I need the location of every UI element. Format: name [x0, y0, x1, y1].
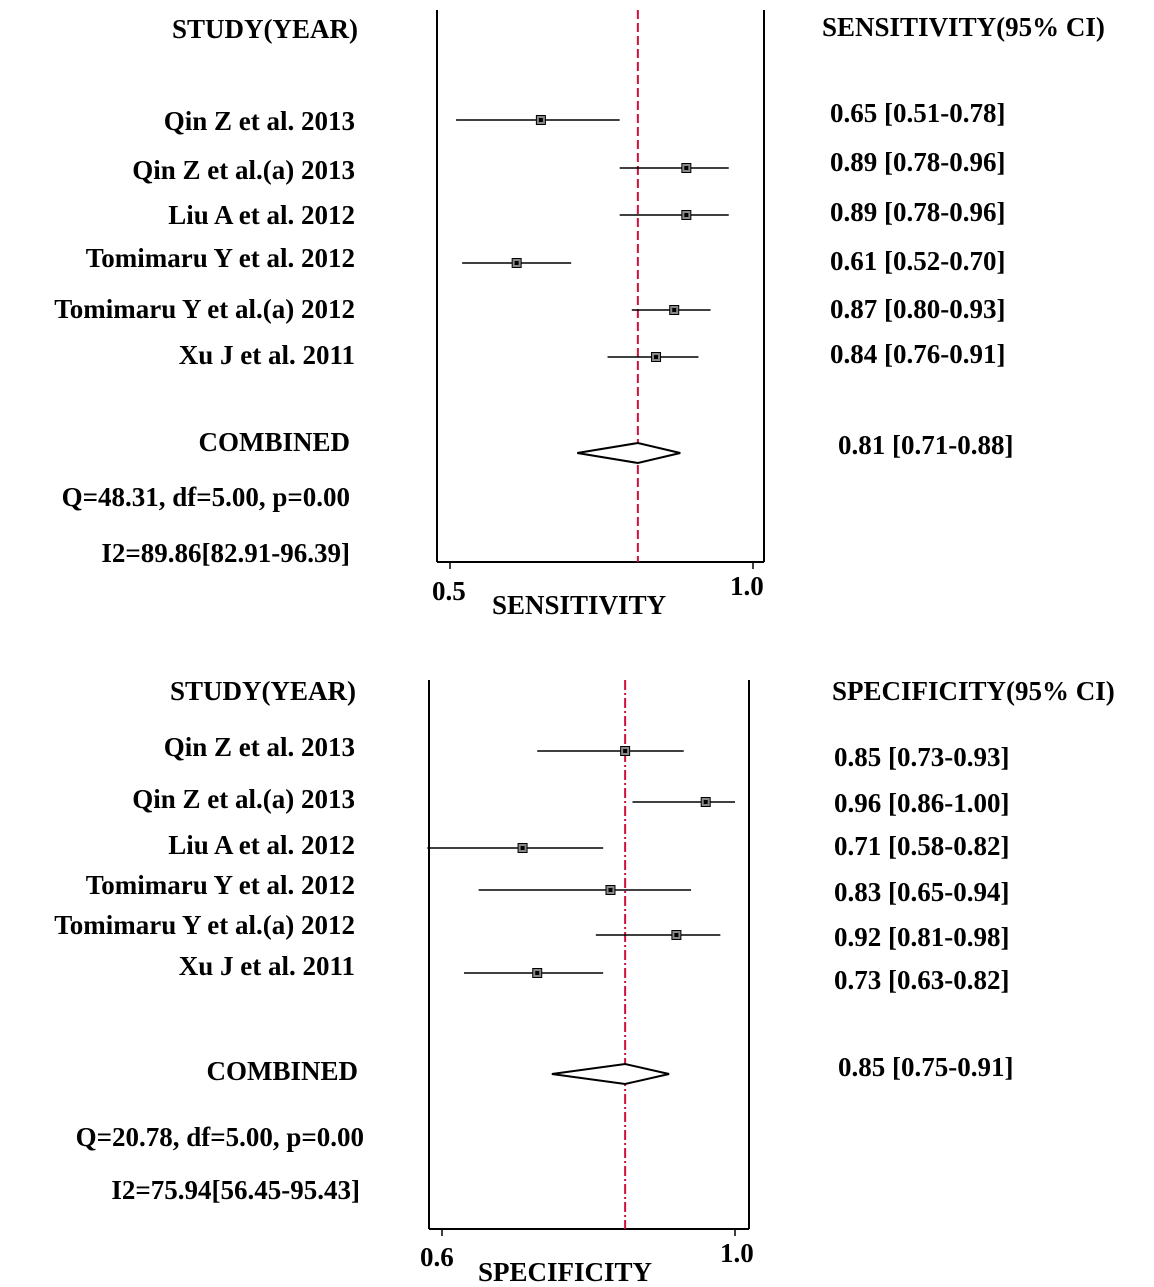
study-label: Tomimaru Y et al. 2012	[85, 870, 355, 900]
ci-value: 0.84 [0.76-0.91]	[830, 339, 1006, 369]
ci-value: 0.87 [0.80-0.93]	[830, 294, 1006, 324]
heterogeneity-i2: I2=75.94[56.45-95.43]	[111, 1175, 360, 1205]
point-estimate-center	[703, 800, 708, 804]
heterogeneity-q: Q=20.78, df=5.00, p=0.00	[75, 1122, 364, 1152]
point-estimate-center	[538, 118, 543, 122]
point-estimate-center	[654, 355, 659, 359]
point-estimate-center	[608, 888, 613, 892]
x-tick-label: 0.6	[420, 1242, 454, 1272]
ci-value: 0.61 [0.52-0.70]	[830, 246, 1006, 276]
combined-label: COMBINED	[206, 1056, 358, 1086]
study-label: Qin Z et al.(a) 2013	[132, 784, 355, 814]
x-tick-label: 0.5	[432, 576, 466, 606]
sensitivity-plot-area	[436, 10, 765, 569]
specificity-forest-plot: STUDY(YEAR) SPECIFICITY(95% CI) Qin Z et…	[0, 660, 1154, 1287]
combined-label: COMBINED	[198, 427, 350, 457]
combined-estimate-diamond	[577, 441, 681, 465]
study-label: Qin Z et al. 2013	[163, 732, 355, 762]
sensitivity-forest-plot: STUDY(YEAR) SENSITIVITY(95% CI) Qin Z et…	[0, 0, 1154, 640]
point-estimate-center	[684, 166, 689, 170]
ci-value: 0.89 [0.78-0.96]	[830, 197, 1006, 227]
study-label: Tomimaru Y et al.(a) 2012	[54, 294, 355, 324]
combined-estimate-diamond	[551, 1062, 670, 1086]
study-header: STUDY(YEAR)	[169, 676, 356, 706]
study-label: Tomimaru Y et al.(a) 2012	[54, 910, 355, 940]
study-label: Liu A et al. 2012	[168, 200, 355, 230]
point-estimate-center	[520, 846, 525, 850]
ci-value: 0.92 [0.81-0.98]	[834, 922, 1010, 952]
point-estimate-center	[514, 261, 519, 265]
study-label: Qin Z et al.(a) 2013	[132, 155, 355, 185]
study-label: Liu A et al. 2012	[168, 830, 355, 860]
study-label: Tomimaru Y et al. 2012	[85, 243, 355, 273]
x-tick-label: 1.0	[720, 1238, 754, 1268]
x-axis-label: SENSITIVITY	[492, 590, 667, 620]
point-estimate-center	[535, 971, 540, 975]
study-label: Qin Z et al. 2013	[163, 106, 355, 136]
point-estimate-center	[674, 933, 679, 937]
ci-value: 0.89 [0.78-0.96]	[830, 147, 1006, 177]
ci-header: SENSITIVITY(95% CI)	[822, 12, 1105, 42]
ci-value: 0.83 [0.65-0.94]	[834, 877, 1010, 907]
x-tick-label: 1.0	[730, 571, 764, 601]
heterogeneity-i2: I2=89.86[82.91-96.39]	[101, 538, 350, 568]
ci-header: SPECIFICITY(95% CI)	[832, 676, 1115, 706]
combined-ci-value: 0.81 [0.71-0.88]	[838, 430, 1014, 460]
study-label: Xu J et al. 2011	[178, 951, 355, 981]
study-label: Xu J et al. 2011	[178, 340, 355, 370]
ci-value: 0.96 [0.86-1.00]	[834, 788, 1010, 818]
study-header: STUDY(YEAR)	[171, 14, 358, 44]
point-estimate-center	[623, 749, 628, 753]
heterogeneity-q: Q=48.31, df=5.00, p=0.00	[61, 482, 350, 512]
point-estimate-center	[672, 308, 677, 312]
specificity-plot-area	[427, 680, 750, 1236]
x-axis-label: SPECIFICITY	[478, 1257, 653, 1287]
point-estimate-center	[684, 213, 689, 217]
ci-value: 0.85 [0.73-0.93]	[834, 742, 1010, 772]
ci-value: 0.73 [0.63-0.82]	[834, 965, 1010, 995]
combined-ci-value: 0.85 [0.75-0.91]	[838, 1052, 1014, 1082]
ci-value: 0.65 [0.51-0.78]	[830, 98, 1006, 128]
ci-value: 0.71 [0.58-0.82]	[834, 831, 1010, 861]
